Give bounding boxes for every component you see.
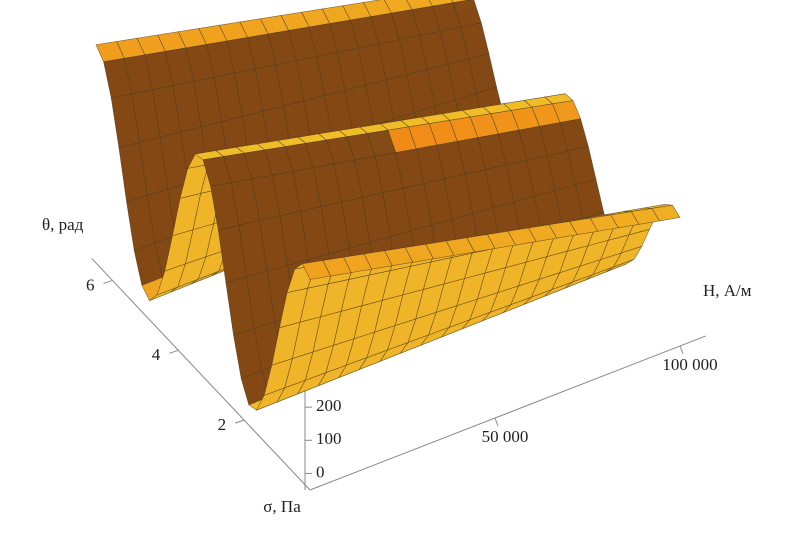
z-tick-label: 0 [316,462,325,481]
y-tick [169,349,179,354]
y-tick-label: 6 [86,275,95,294]
surface [95,0,681,411]
x-axis-label: H, А/м [703,281,752,300]
z-tick-label: 100 [316,429,342,448]
y-axis-label: θ, рад [42,215,84,234]
y-tick-label: 4 [152,345,161,364]
y-tick [234,419,245,424]
surface-patch [301,260,332,280]
x-tick [494,417,499,427]
x-tick-label: 100 000 [662,355,717,374]
y-axis [91,258,311,491]
z-axis-label: σ, Па [263,497,301,516]
x-tick [679,345,684,355]
x-axis [309,335,707,491]
y-tick-label: 2 [218,415,227,434]
x-tick-label: 50 000 [482,427,529,446]
z-tick-label: 200 [316,396,342,415]
y-tick [103,279,113,284]
